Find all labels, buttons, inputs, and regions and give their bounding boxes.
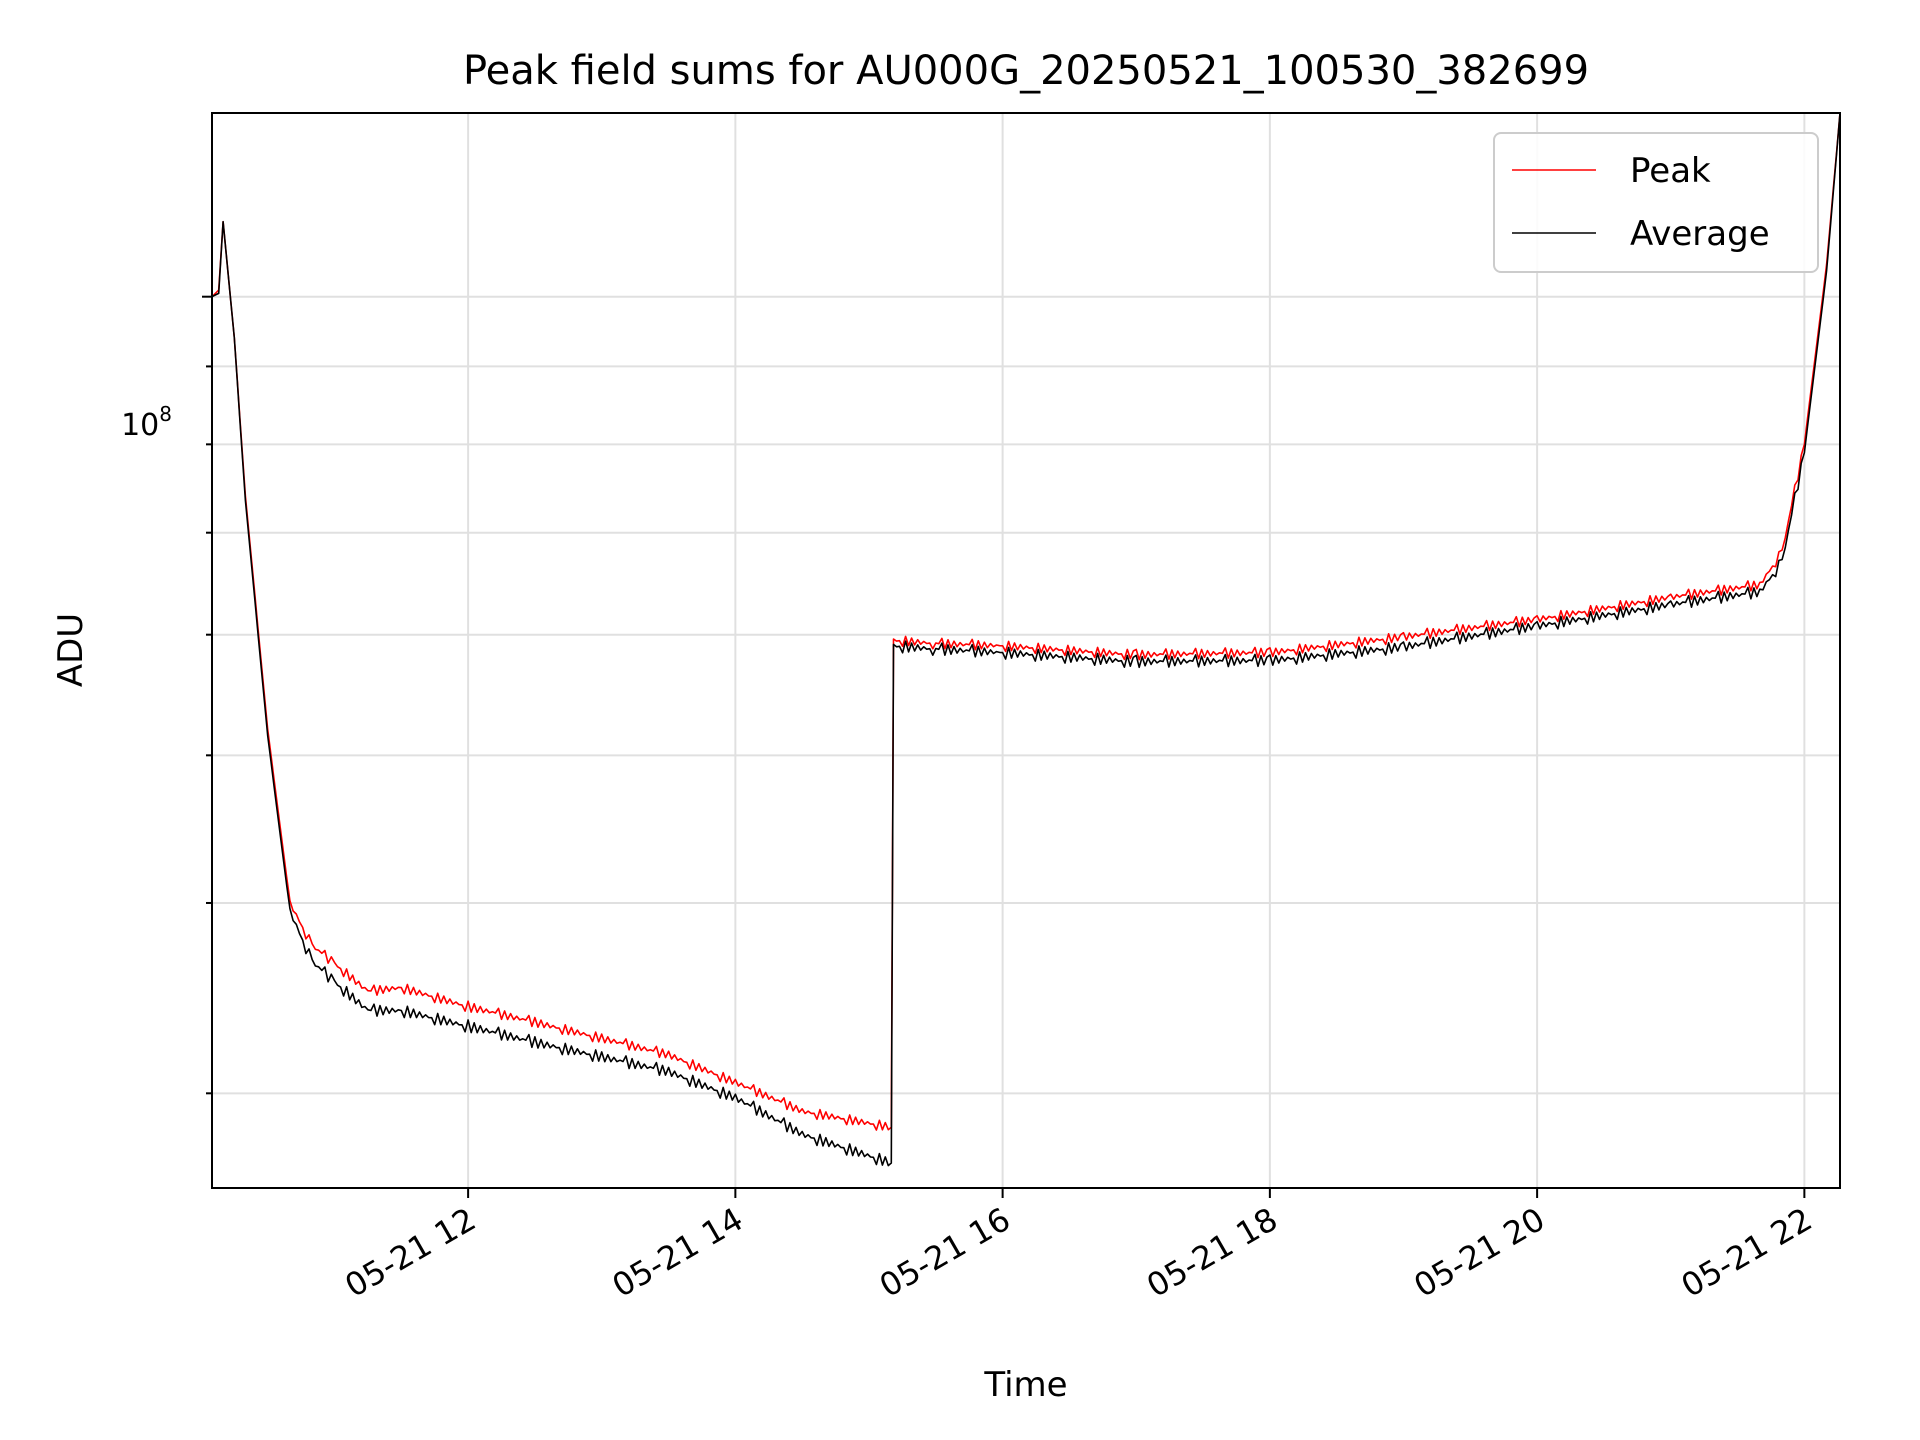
series-layer — [211, 112, 1841, 1167]
y-tick-label-exponent: 8 — [159, 402, 172, 426]
grid — [212, 113, 1840, 1188]
y-tick-label: 108 — [121, 402, 172, 443]
plot-frame — [211, 112, 1841, 1189]
legend: Peak Average — [1493, 132, 1819, 273]
svg-text:108: 108 — [121, 402, 172, 443]
legend-box — [1493, 132, 1819, 273]
legend-average-label: Average — [1630, 214, 1770, 254]
y-axis-label: ADU — [51, 613, 91, 687]
series-line-average — [211, 112, 1841, 1167]
y-tick-label-base: 10 — [121, 408, 159, 443]
series-line-peak — [211, 112, 1841, 1131]
legend-peak-label: Peak — [1630, 151, 1711, 191]
x-axis-label: Time — [983, 1365, 1067, 1405]
ticks — [202, 295, 1806, 1198]
chart-title: Peak field sums for AU000G_20250521_1005… — [463, 48, 1589, 94]
